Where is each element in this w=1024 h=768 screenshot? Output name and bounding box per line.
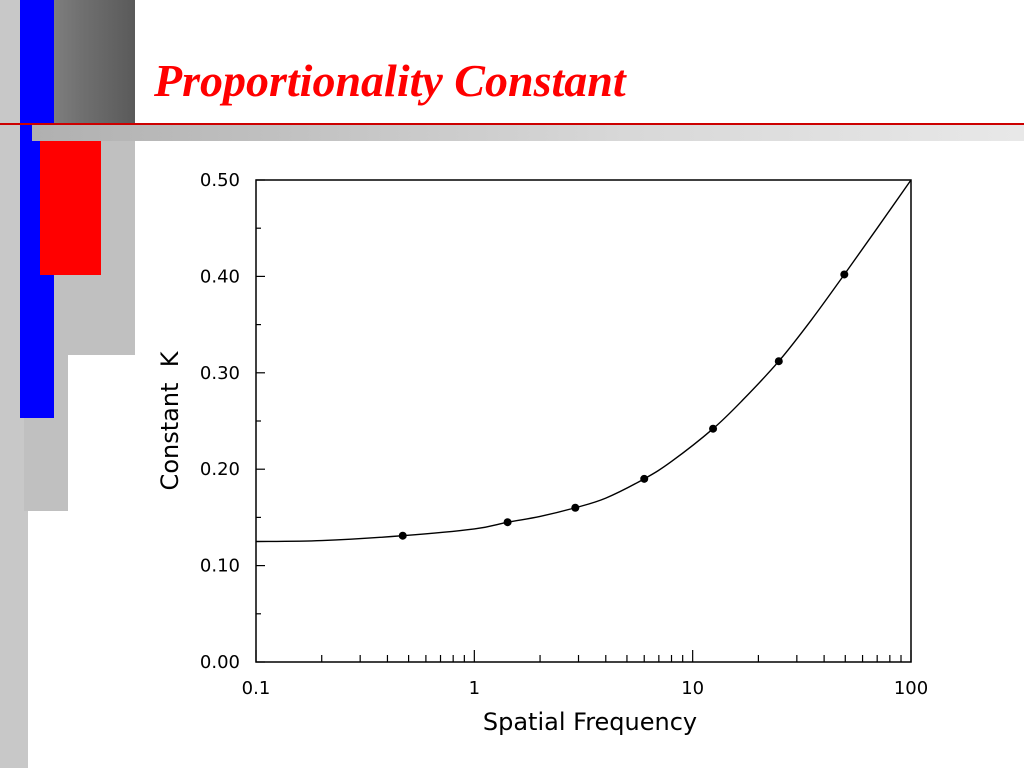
data-point (840, 270, 849, 279)
y-tick-label: 0.30 (200, 363, 240, 384)
title-rule-gray (32, 125, 1024, 141)
data-point (709, 424, 718, 433)
data-point (503, 518, 512, 527)
slide-title: Proportionality Constant (154, 55, 626, 106)
x-tick-label: 1 (469, 678, 480, 699)
y-tick-label: 0.00 (200, 652, 240, 673)
plot-frame (255, 179, 912, 663)
x-tick-label: 0.1 (242, 678, 271, 699)
data-point (571, 503, 580, 512)
fit-curve-line (255, 179, 912, 543)
y-axis-label: Constant K (156, 350, 184, 490)
x-tick-label: 10 (681, 678, 704, 699)
red-accent-block (40, 141, 101, 275)
x-tick-label: 100 (894, 678, 928, 699)
data-point (774, 357, 783, 366)
data-point (398, 531, 407, 540)
y-tick-label: 0.20 (200, 459, 240, 480)
y-tick-label: 0.10 (200, 556, 240, 577)
x-axis-label: Spatial Frequency (483, 708, 697, 736)
y-tick-label: 0.50 (200, 170, 240, 191)
data-point (640, 474, 649, 483)
y-tick-label: 0.40 (200, 266, 240, 287)
title-rule-red (0, 123, 1024, 125)
